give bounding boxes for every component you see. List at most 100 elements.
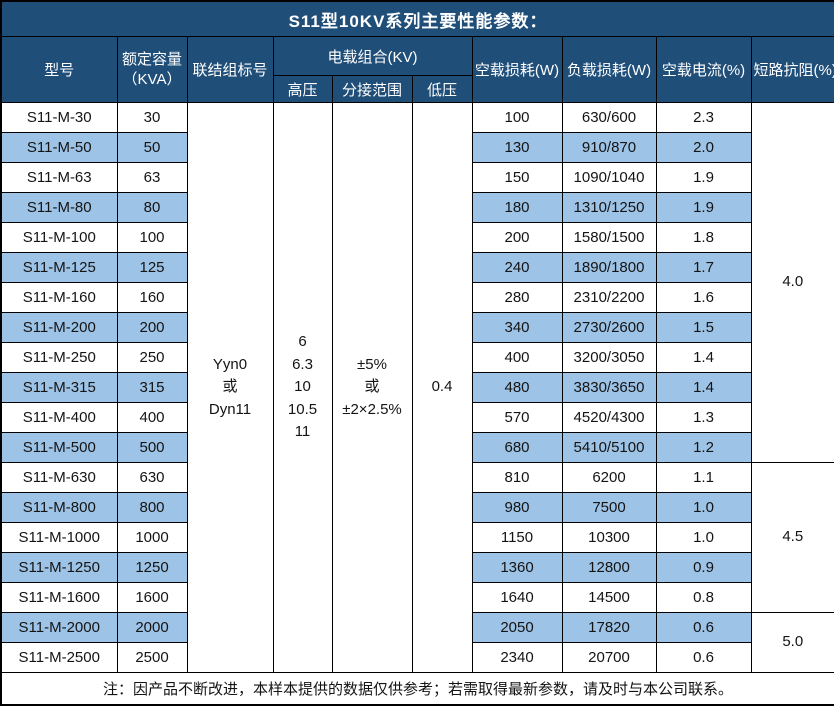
cell-load-loss: 6200 xyxy=(561,462,657,493)
cell-load-loss: 2730/2600 xyxy=(561,312,657,343)
subheader-low-voltage: 低压 xyxy=(411,75,473,103)
cell-no-load-loss: 1640 xyxy=(471,582,563,613)
cell-model: S11-M-2500 xyxy=(0,642,118,673)
table-row: S11-M-160 160 280 2310/2200 1.6 xyxy=(0,282,834,313)
header-row-main: 型号 额定容量 （KVA） 联结组标号 电载组合(KV) 空载损耗(W) 负载损… xyxy=(0,36,834,103)
cell-capacity: 200 xyxy=(116,312,188,343)
cell-no-load-loss: 280 xyxy=(471,282,563,313)
cell-no-load-loss: 1150 xyxy=(471,522,563,553)
cell-capacity: 160 xyxy=(116,282,188,313)
cell-load-loss: 1310/1250 xyxy=(561,192,657,223)
table-row: S11-M-2500 2500 2340 20700 0.6 xyxy=(0,642,834,673)
page-title: S11型10KV系列主要性能参数： xyxy=(0,0,834,37)
cell-no-load-current: 0.6 xyxy=(655,612,752,643)
cell-capacity: 30 xyxy=(116,102,188,133)
cell-no-load-current: 1.1 xyxy=(655,462,752,493)
note-row: 注：因产品不断改进，本样本提供的数据仅供参考；若需取得最新参数，请及时与本公司联… xyxy=(0,672,834,706)
cell-capacity: 1250 xyxy=(116,552,188,583)
column-header-vector-group: 联结组标号 xyxy=(186,36,274,103)
cell-capacity: 1000 xyxy=(116,522,188,553)
cell-no-load-current: 1.3 xyxy=(655,402,752,433)
cell-model: S11-M-200 xyxy=(0,312,118,343)
column-header-model: 型号 xyxy=(0,36,118,103)
table-row: S11-M-1600 1600 1640 14500 0.8 xyxy=(0,582,834,613)
cell-model: S11-M-1600 xyxy=(0,582,118,613)
cell-capacity: 100 xyxy=(116,222,188,253)
table-row: S11-M-400 400 570 4520/4300 1.3 xyxy=(0,402,834,433)
cell-impedance: 5.0 xyxy=(750,612,834,673)
cell-load-loss: 3200/3050 xyxy=(561,342,657,373)
cell-impedance: 4.0 xyxy=(750,102,834,463)
cell-no-load-loss: 680 xyxy=(471,432,563,463)
cell-no-load-loss: 340 xyxy=(471,312,563,343)
cell-no-load-current: 0.6 xyxy=(655,642,752,673)
cell-no-load-loss: 2340 xyxy=(471,642,563,673)
cell-capacity: 80 xyxy=(116,192,188,223)
table-row: S11-M-630 630 810 6200 1.1 4.5 xyxy=(0,462,834,613)
cell-impedance: 4.5 xyxy=(750,462,834,613)
table-row: S11-M-80 80 180 1310/1250 1.9 xyxy=(0,192,834,223)
table-body: S11-M-30 30 Yyn0 或 Dyn11 6 6.3 10 10.5 11 ±5% 或 ±2×2… xyxy=(0,102,834,673)
table-row: S11-M-30 30 Yyn0 或 Dyn11 6 6.3 10 10.5 11 ±5% 或 ±2×2… xyxy=(0,102,834,673)
cell-no-load-loss: 980 xyxy=(471,492,563,523)
cell-model: S11-M-800 xyxy=(0,492,118,523)
cell-low-voltage: 0.4 xyxy=(411,102,473,673)
cell-tap-range: ±5% 或 ±2×2.5% xyxy=(331,102,413,673)
table-row: S11-M-2000 2000 2050 17820 0.6 5.0 xyxy=(0,612,834,673)
cell-load-loss: 4520/4300 xyxy=(561,402,657,433)
cell-no-load-current: 1.9 xyxy=(655,162,752,193)
table-row: S11-M-63 63 150 1090/1040 1.9 xyxy=(0,162,834,193)
column-header-capacity-line1: 额定容量 xyxy=(121,51,182,68)
table-row: S11-M-500 500 680 5410/5100 1.2 xyxy=(0,432,834,463)
cell-load-loss: 630/600 xyxy=(561,102,657,133)
cell-no-load-current: 1.0 xyxy=(655,522,752,553)
cell-load-loss: 20700 xyxy=(561,642,657,673)
cell-load-loss: 1890/1800 xyxy=(561,252,657,283)
cell-no-load-loss: 810 xyxy=(471,462,563,493)
cell-model: S11-M-63 xyxy=(0,162,118,193)
cell-load-loss: 910/870 xyxy=(561,132,657,163)
cell-no-load-current: 1.2 xyxy=(655,432,752,463)
cell-model: S11-M-125 xyxy=(0,252,118,283)
table-row: S11-M-800 800 980 7500 1.0 xyxy=(0,492,834,523)
column-header-capacity: 额定容量 （KVA） xyxy=(116,36,188,103)
cell-no-load-loss: 130 xyxy=(471,132,563,163)
cell-high-voltage: 6 6.3 10 10.5 11 xyxy=(272,102,333,673)
cell-no-load-loss: 570 xyxy=(471,402,563,433)
cell-model: S11-M-100 xyxy=(0,222,118,253)
cell-model: S11-M-630 xyxy=(0,462,118,493)
cell-load-loss: 1090/1040 xyxy=(561,162,657,193)
cell-no-load-current: 1.9 xyxy=(655,192,752,223)
cell-no-load-current: 1.4 xyxy=(655,372,752,403)
column-header-no-load-loss: 空载损耗(W) xyxy=(471,36,563,103)
cell-load-loss: 10300 xyxy=(561,522,657,553)
column-header-impedance: 短路抗阻(%) xyxy=(750,36,834,103)
table-row: S11-M-125 125 240 1890/1800 1.7 xyxy=(0,252,834,283)
cell-no-load-loss: 2050 xyxy=(471,612,563,643)
header-row-sub: 高压 分接范围 低压 xyxy=(1,75,834,103)
cell-load-loss: 7500 xyxy=(561,492,657,523)
subheader-tap-range: 分接范围 xyxy=(331,75,413,103)
cell-no-load-current: 1.7 xyxy=(655,252,752,283)
cell-no-load-loss: 1360 xyxy=(471,552,563,583)
cell-model: S11-M-400 xyxy=(0,402,118,433)
cell-model: S11-M-250 xyxy=(0,342,118,373)
cell-model: S11-M-2000 xyxy=(0,612,118,643)
table-row: S11-M-200 200 340 2730/2600 1.5 xyxy=(0,312,834,343)
cell-no-load-loss: 180 xyxy=(471,192,563,223)
cell-load-loss: 12800 xyxy=(561,552,657,583)
cell-no-load-current: 1.4 xyxy=(655,342,752,373)
cell-capacity: 2500 xyxy=(116,642,188,673)
subheader-high-voltage: 高压 xyxy=(272,75,333,103)
cell-no-load-loss: 200 xyxy=(471,222,563,253)
column-header-no-load-current: 空载电流(%) xyxy=(655,36,752,103)
cell-model: S11-M-315 xyxy=(0,372,118,403)
title-row: S11型10KV系列主要性能参数： xyxy=(0,0,834,37)
cell-capacity: 800 xyxy=(116,492,188,523)
column-header-load-loss: 负载损耗(W) xyxy=(561,36,657,103)
cell-load-loss: 17820 xyxy=(561,612,657,643)
cell-no-load-current: 2.0 xyxy=(655,132,752,163)
cell-capacity: 63 xyxy=(116,162,188,193)
